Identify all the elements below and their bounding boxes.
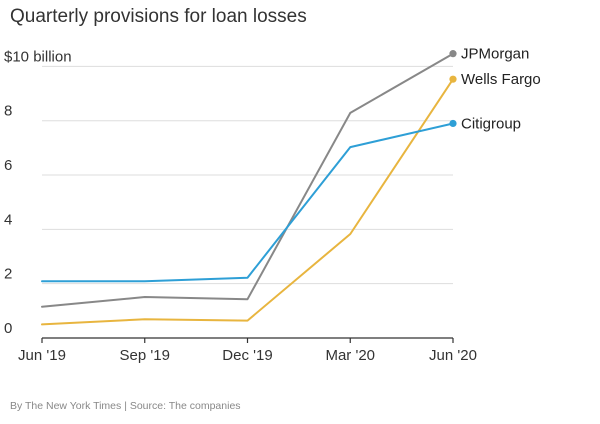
y-tick-label: $10 billion [4, 48, 72, 65]
x-tick-labels: Jun '19 Sep '19 Dec '19 Mar '20 Jun '20 [18, 347, 477, 364]
series-label: JPMorgan [461, 46, 529, 63]
series-end-point [449, 119, 457, 128]
x-axis [41, 337, 454, 343]
x-tick-label: Jun '20 [429, 347, 477, 364]
y-tick-label: 2 [4, 266, 12, 283]
y-tick-labels: 0 2 4 6 8 $10 billion [4, 48, 72, 337]
grid-lines [42, 65, 453, 285]
series-label: Citigroup [461, 115, 521, 132]
y-tick-label: 0 [4, 320, 12, 337]
chart-title: Quarterly provisions for loan losses [10, 6, 307, 27]
x-tick-label: Jun '19 [18, 347, 66, 364]
series-end-points [449, 50, 457, 128]
source-note: By The New York Times | Source: The comp… [10, 400, 241, 412]
series-end-point [449, 50, 457, 58]
series-line-wells-fargo [41, 78, 454, 326]
series-label: Wells Fargo [461, 71, 541, 88]
y-tick-label: 8 [4, 103, 12, 120]
x-tick-label: Mar '20 [325, 347, 375, 364]
x-tick-label: Dec '19 [222, 347, 272, 364]
y-tick-label: 4 [4, 211, 12, 228]
series-lines [41, 52, 454, 326]
series-line-jpmorgan [41, 52, 454, 308]
x-tick-label: Sep '19 [120, 347, 170, 364]
series-end-point [449, 75, 457, 83]
series-labels: JPMorgan Wells Fargo Citigroup [461, 46, 541, 133]
series-line-citigroup [41, 122, 454, 283]
y-tick-label: 6 [4, 157, 12, 174]
